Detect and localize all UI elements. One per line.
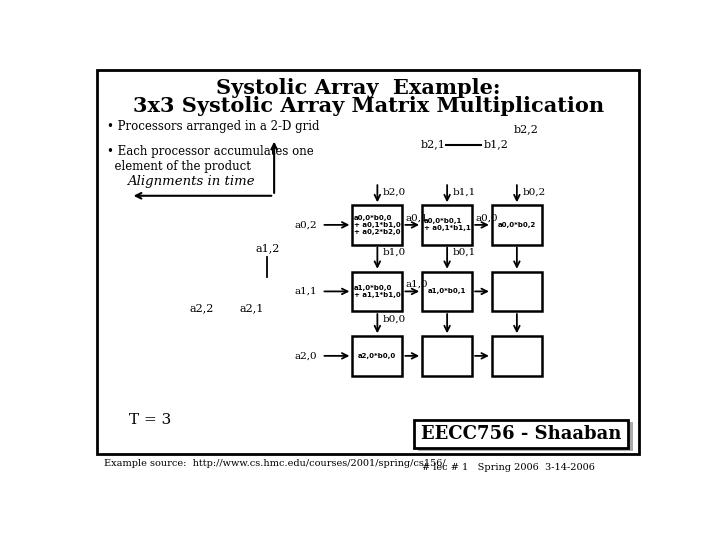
Text: b1,2: b1,2 [483,140,508,150]
Text: a0,0*b0,1
+ a0,1*b1,1: a0,0*b0,1 + a0,1*b1,1 [424,218,470,231]
Text: b1,0: b1,0 [383,248,406,257]
Text: a2,0*b0,0: a2,0*b0,0 [359,353,397,359]
Text: Systolic Array  Example:: Systolic Array Example: [215,78,500,98]
Text: T = 3: T = 3 [129,413,171,427]
Text: a0,0*b0,2: a0,0*b0,2 [498,222,536,228]
Bar [422,272,472,311]
Text: b0,1: b0,1 [453,248,476,257]
Text: • Processors arranged in a 2-D grid: • Processors arranged in a 2-D grid [107,120,319,133]
Text: a2,0: a2,0 [294,352,317,360]
Bar [492,336,542,376]
Bar [352,336,402,376]
Text: a1,1: a1,1 [294,287,317,296]
Bar [413,420,629,448]
Bar [492,272,542,311]
Text: a0,2: a0,2 [294,220,317,230]
Text: 3x3 Systolic Array Matrix Multiplication: 3x3 Systolic Array Matrix Multiplication [133,96,605,117]
Text: a0,1: a0,1 [405,213,428,222]
Text: a1,0*b0,1: a1,0*b0,1 [428,288,467,294]
Text: b0,2: b0,2 [523,188,546,197]
Bar [422,205,472,245]
Bar [418,422,633,451]
Text: b2,0: b2,0 [383,188,406,197]
Text: b2,2: b2,2 [514,124,539,134]
Text: b1,1: b1,1 [453,188,476,197]
Text: b0,0: b0,0 [383,314,406,323]
Text: Alignments in time: Alignments in time [127,175,254,188]
Text: a0,0: a0,0 [475,213,498,222]
Text: a0,0*b0,0
+ a0,1*b1,0
+ a0,2*b2,0: a0,0*b0,0 + a0,1*b1,0 + a0,2*b2,0 [354,215,401,235]
Text: a1,2: a1,2 [256,244,279,254]
Bar [352,272,402,311]
Text: Example source:  http://www.cs.hmc.edu/courses/2001/spring/cs156/: Example source: http://www.cs.hmc.edu/co… [104,460,446,469]
Text: • Each processor accumulates one
  element of the product: • Each processor accumulates one element… [107,145,313,173]
Text: # lec # 1   Spring 2006  3-14-2006: # lec # 1 Spring 2006 3-14-2006 [422,463,595,472]
Text: a2,1: a2,1 [240,303,264,313]
Text: a1,0: a1,0 [405,280,428,289]
Text: a2,2: a2,2 [189,303,214,313]
Bar [492,205,542,245]
Bar [422,336,472,376]
Text: EECC756 - Shaaban: EECC756 - Shaaban [421,425,621,443]
Bar [352,205,402,245]
Text: b2,1: b2,1 [421,140,446,150]
Text: a1,0*b0,0
+ a1,1*b1,0: a1,0*b0,0 + a1,1*b1,0 [354,285,401,298]
